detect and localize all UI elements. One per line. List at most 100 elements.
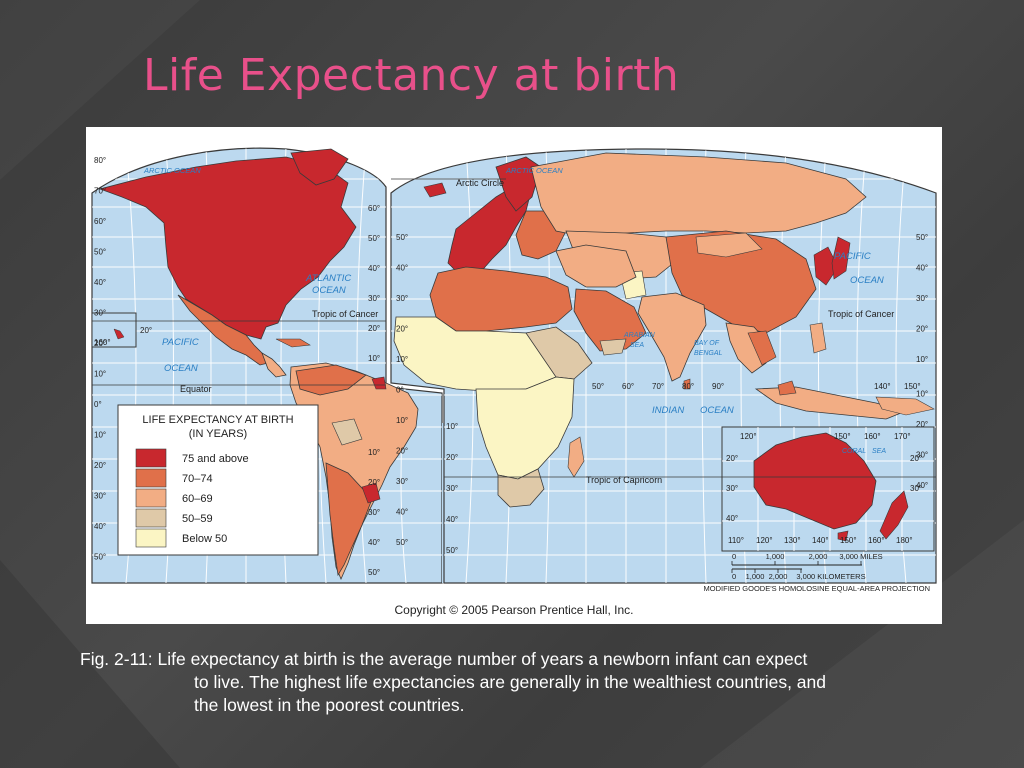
- inset-lat: 30°: [910, 484, 922, 493]
- caption-line-1: Fig. 2-11: Life expectancy at birth is t…: [80, 649, 808, 669]
- hawaii-inset: [91, 312, 137, 348]
- lat-label-right: 10°: [916, 355, 928, 364]
- ocean-label-pacific-left-1: PACIFIC: [162, 337, 199, 348]
- lat-label-mid: 50°: [368, 234, 380, 243]
- lat-label-left: 30°: [94, 309, 106, 318]
- lat-label-inner: 30°: [446, 484, 458, 493]
- scale-miles-label: 0: [732, 552, 736, 561]
- lon-label: 50°: [592, 382, 604, 391]
- inset-lon-bottom: 140°: [812, 536, 829, 545]
- turkey-iran: [555, 244, 637, 288]
- lat-label-mid2: 20°: [396, 325, 408, 334]
- lon-label: 90°: [712, 382, 724, 391]
- uruguay: [361, 482, 381, 504]
- lat-label-mid2: 10°: [396, 355, 408, 364]
- legend: LIFE EXPECTANCY AT BIRTH (IN YEARS) 75 a…: [117, 404, 319, 556]
- world-map: LIFE EXPECTANCY AT BIRTH (IN YEARS) 75 a…: [86, 127, 942, 624]
- ocean-label-coral-1: CORAL: [842, 448, 866, 455]
- ocean-label-indian-1: INDIAN: [652, 405, 684, 416]
- legend-swatch: [135, 528, 167, 548]
- lat-label-right: 40°: [916, 264, 928, 273]
- lat-label-right: 50°: [916, 233, 928, 242]
- legend-swatch: [135, 448, 167, 468]
- lat-label-mid: 50°: [368, 568, 380, 577]
- lat-label-mid: 60°: [368, 204, 380, 213]
- label-tropic-cancer-right: Tropic of Cancer: [828, 309, 894, 319]
- inset-lat: 20°: [726, 454, 738, 463]
- lat-label-mid2: 50°: [396, 233, 408, 242]
- australia: [753, 432, 877, 530]
- lat-label-right: 30°: [916, 294, 928, 303]
- inset-lon-top: 160°: [864, 432, 881, 441]
- label-tropic-cancer-left: Tropic of Cancer: [312, 309, 378, 319]
- inset-lon-top: 120°: [740, 432, 757, 441]
- caption-line-2: to live. The highest life expectancies a…: [194, 672, 826, 692]
- french-guiana: [371, 376, 387, 390]
- legend-swatch: [135, 468, 167, 488]
- mongolia: [695, 232, 763, 258]
- lat-label-left: 10°: [94, 370, 106, 379]
- lat-label-inner: 10°: [446, 422, 458, 431]
- hawaii-lon-label: 160°: [94, 338, 111, 347]
- slide-caption: Fig. 2-11: Life expectancy at birth is t…: [80, 648, 980, 717]
- label-equator: Equator: [180, 384, 212, 394]
- scale-km-label: 2,000: [769, 572, 788, 581]
- lat-label-left: 0°: [94, 400, 102, 409]
- papua: [875, 396, 935, 416]
- ocean-label-bengal-1: BAY OF: [694, 340, 720, 347]
- lat-label-left: 50°: [94, 248, 106, 257]
- lon-label: 80°: [682, 382, 694, 391]
- legend-label: Below 50: [182, 533, 227, 545]
- ocean-label-arabian-1: ARABIAN: [623, 332, 656, 339]
- lat-label-mid2: 50°: [396, 538, 408, 547]
- lat-label-mid: 40°: [368, 264, 380, 273]
- lon-label: 60°: [622, 382, 634, 391]
- legend-title-1: LIFE EXPECTANCY AT BIRTH: [142, 414, 293, 426]
- inset-lat: 30°: [726, 484, 738, 493]
- lon-label-pacific: 140°: [874, 382, 891, 391]
- scale-miles-label: 3,000 MILES: [839, 552, 882, 561]
- legend-swatch: [135, 488, 167, 508]
- inset-lon-bottom: 120°: [756, 536, 773, 545]
- lat-label-left: 50°: [94, 553, 106, 562]
- scale-km-label: 1,000: [746, 572, 765, 581]
- lat-label-left: 20°: [94, 461, 106, 470]
- legend-label: 50–59: [182, 513, 213, 525]
- indonesia: [754, 386, 908, 420]
- lat-label-mid2: 40°: [396, 264, 408, 273]
- legend-label: 75 and above: [182, 453, 249, 465]
- lat-label-left: 80°: [94, 156, 106, 165]
- ocean-label-coral-2: SEA: [872, 448, 886, 455]
- lat-label-mid: 40°: [368, 538, 380, 547]
- ocean-label-arabian-2: SEA: [630, 342, 644, 349]
- lat-label-mid: 30°: [368, 508, 380, 517]
- lat-label-left: 40°: [94, 522, 106, 531]
- scale-km-label: 3,000 KILOMETERS: [796, 572, 865, 581]
- label-arctic-circle: Arctic Circle: [456, 178, 504, 188]
- lat-label-mid2: 30°: [396, 477, 408, 486]
- lat-label-mid2: 40°: [396, 508, 408, 517]
- lat-label-right: 20°: [916, 420, 928, 429]
- indochina: [747, 330, 777, 366]
- malaysia: [777, 380, 797, 396]
- central-america: [261, 352, 287, 378]
- ocean-label-pacific-left-2: OCEAN: [164, 363, 198, 374]
- lat-label-mid: 20°: [368, 478, 380, 487]
- lat-label-mid: 10°: [368, 448, 380, 457]
- lat-label-mid2: 10°: [396, 416, 408, 425]
- lat-label-right: 20°: [916, 325, 928, 334]
- ocean-label-arctic-right: ARCTIC OCEAN: [505, 166, 563, 175]
- madagascar: [567, 436, 585, 478]
- inset-lon-bottom: 130°: [784, 536, 801, 545]
- lat-label-left: 60°: [94, 217, 106, 226]
- lat-label-left: 70°: [94, 187, 106, 196]
- central-africa: [475, 376, 575, 480]
- slide-title: Life Expectancy at birth: [143, 50, 680, 101]
- legend-label: 60–69: [182, 493, 213, 505]
- inset-lon-top: 150°: [834, 432, 851, 441]
- lat-label-inner: 50°: [446, 546, 458, 555]
- lat-label-right: 30°: [916, 451, 928, 460]
- lat-label-mid2: 0°: [396, 386, 404, 395]
- lon-label: 70°: [652, 382, 664, 391]
- scale-miles-label: 2,000: [809, 552, 828, 561]
